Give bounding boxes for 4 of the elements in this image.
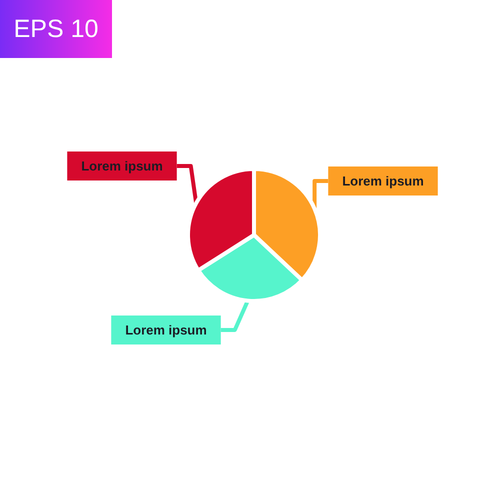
slice-label: Lorem ipsum: [342, 174, 424, 188]
text: EPS 10: [0, 0, 112, 58]
slice-label: Lorem ipsum: [125, 322, 207, 338]
slice-label: Lorem ipsum: [81, 158, 163, 174]
